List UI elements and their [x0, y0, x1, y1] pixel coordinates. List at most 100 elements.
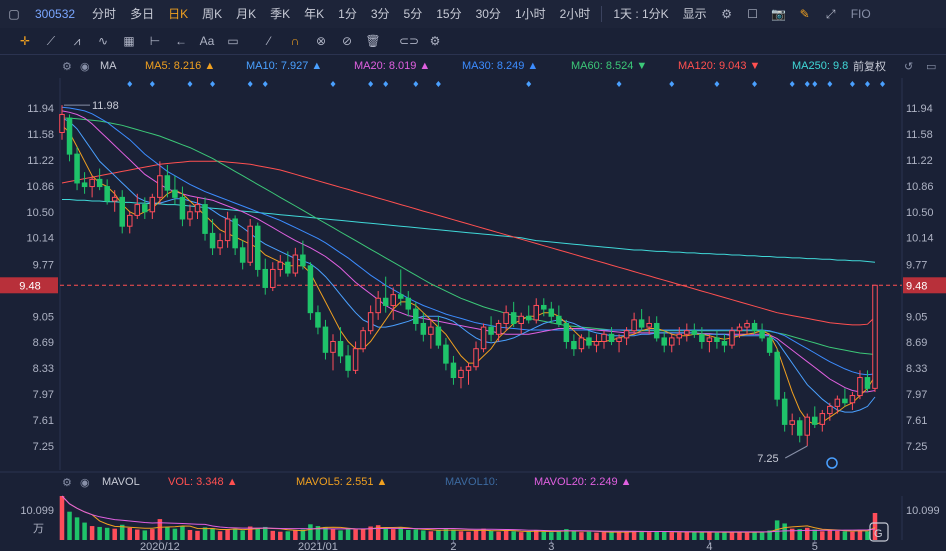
volume-bar-28	[270, 530, 276, 540]
settings-icon[interactable]: ⚙	[721, 7, 733, 21]
volume-bar-57	[488, 530, 494, 540]
y-tick-right-8: 9.05	[906, 311, 927, 323]
sidebar-toggle-icon[interactable]: ▢	[8, 7, 20, 21]
period-tab-11[interactable]: 30分	[475, 7, 501, 21]
y-tick-right-11: 7.97	[906, 389, 927, 401]
event-marker-icon	[826, 457, 838, 469]
range-icon[interactable]: ⊢	[149, 34, 161, 48]
period-tab-4[interactable]: 月K	[236, 7, 257, 21]
candle-body-103	[834, 398, 841, 407]
checkbox-icon[interactable]: ☐	[747, 7, 759, 21]
volume-bar-58	[496, 531, 501, 540]
range-select[interactable]: 1天 : 1分K	[613, 7, 669, 21]
period-tab-13[interactable]: 2小时	[559, 7, 591, 21]
volume-bar-64	[541, 531, 547, 540]
y-tick-left-3: 10.86	[26, 181, 54, 193]
volume-bar-9	[127, 527, 133, 540]
candle-body-74	[616, 337, 622, 343]
candle-body-36	[330, 341, 336, 353]
settings-icon[interactable]: ⚙	[62, 477, 72, 489]
stock-code[interactable]: 300532	[35, 7, 76, 21]
candle-body-102	[827, 405, 833, 415]
period-tab-10[interactable]: 15分	[436, 7, 462, 21]
wave-icon[interactable]: ∿	[97, 34, 109, 48]
volume-bar-98	[797, 529, 802, 540]
x-label-3: 3	[548, 541, 554, 551]
period-tab-3[interactable]: 周K	[202, 7, 223, 21]
candle-body-33	[307, 265, 314, 314]
volume-bar-6	[104, 527, 110, 540]
volume-bar-0	[59, 496, 65, 540]
volume-axis-top-right: 10.099	[906, 505, 940, 517]
candle-body-8	[119, 196, 125, 227]
period-tab-2[interactable]: 日K	[168, 7, 189, 21]
candle-body-39	[352, 348, 359, 371]
trash-icon[interactable]: 🗑	[365, 34, 381, 48]
magnet-icon[interactable]: ∩	[290, 34, 300, 48]
period-tab-7[interactable]: 1分	[338, 7, 357, 21]
volume-bar-68	[571, 530, 577, 540]
hide-icon[interactable]: ⊘	[341, 34, 353, 48]
volume-bar-27	[262, 526, 268, 540]
measure-icon[interactable]: ▦	[123, 34, 135, 48]
crosshair-icon[interactable]: ✛	[19, 34, 31, 48]
volume-bar-61	[518, 532, 524, 540]
candle-body-108	[872, 284, 878, 389]
candle-body-70	[586, 337, 592, 346]
volume-legend-item-0: VOL: 3.348 ▲	[168, 476, 238, 488]
candle-body-53	[458, 369, 464, 379]
volume-bar-73	[609, 531, 614, 540]
settings-icon[interactable]: ⚙	[62, 60, 72, 73]
channel-icon[interactable]: ⩘	[73, 33, 81, 48]
volume-bar-103	[835, 530, 840, 540]
pen-icon[interactable]: ✎	[799, 7, 810, 21]
volume-bar-95	[774, 520, 780, 540]
period-tab-12[interactable]: 1小时	[514, 7, 546, 21]
brand-label: FIO	[850, 7, 871, 21]
candle-body-72	[601, 333, 607, 343]
period-tab-1[interactable]: 多日	[130, 7, 155, 21]
period-tab-5[interactable]: 季K	[270, 7, 291, 21]
arrow-icon[interactable]: ←	[175, 34, 187, 48]
eye-icon[interactable]: ◉	[80, 60, 90, 73]
drawing-toolbar: ✛ ⟋ ⩘ ∿ ▦ ⊢ ← Aa ▭ ⁄ ∩ ⊗ ⊘ 🗑 ⊂⊃ ⚙	[0, 28, 946, 55]
ma-legend-item-5: MA120: 9.043 ▼	[678, 60, 761, 72]
fullscreen-icon[interactable]: ⤢	[825, 7, 836, 21]
candle-body-34	[315, 312, 321, 328]
volume-bar-31	[293, 529, 298, 540]
period-tab-0[interactable]: 分时	[92, 7, 117, 21]
candle-body-37	[337, 341, 344, 357]
period-tab-6[interactable]: 年K	[304, 7, 325, 21]
eye-icon[interactable]: ◉	[80, 477, 90, 489]
candle-body-1	[66, 117, 73, 155]
volume-bar-106	[857, 529, 863, 540]
undo-icon[interactable]: ↺	[904, 60, 914, 73]
candle-body-91	[744, 322, 750, 328]
adjust-label[interactable]: 前复权	[853, 61, 886, 73]
lock-icon[interactable]: ⊗	[315, 34, 327, 48]
ma-legend-item-3: MA30: 8.249 ▲	[462, 60, 539, 72]
volume-bar-8	[119, 524, 125, 540]
collapse-icon[interactable]: ▭	[926, 60, 937, 73]
period-tab-8[interactable]: 3分	[370, 7, 390, 21]
text-tool[interactable]: Aa	[199, 34, 215, 48]
camera-icon[interactable]: 📷	[771, 7, 787, 21]
gear-icon[interactable]: ⚙	[429, 34, 441, 48]
comment-icon[interactable]: ▭	[227, 34, 239, 48]
candle-body-28	[270, 268, 276, 288]
high-price-label: 11.98	[92, 100, 119, 112]
volume-bar-2	[74, 517, 80, 540]
x-label-4: 4	[706, 541, 712, 551]
line-icon[interactable]: ⟋	[46, 33, 56, 48]
candle-body-90	[736, 326, 743, 332]
volume-bar-93	[759, 531, 765, 540]
ruler-icon[interactable]: ⁄	[267, 34, 270, 48]
signal-diamond-3	[210, 81, 216, 87]
candle-body-19	[202, 204, 208, 234]
period-tab-9[interactable]: 5分	[403, 7, 423, 21]
volume-bar-11	[142, 530, 148, 540]
candle-body-98	[796, 420, 803, 436]
display-menu[interactable]: 显示	[682, 7, 707, 21]
link-icon[interactable]: ⊂⊃	[398, 34, 420, 48]
